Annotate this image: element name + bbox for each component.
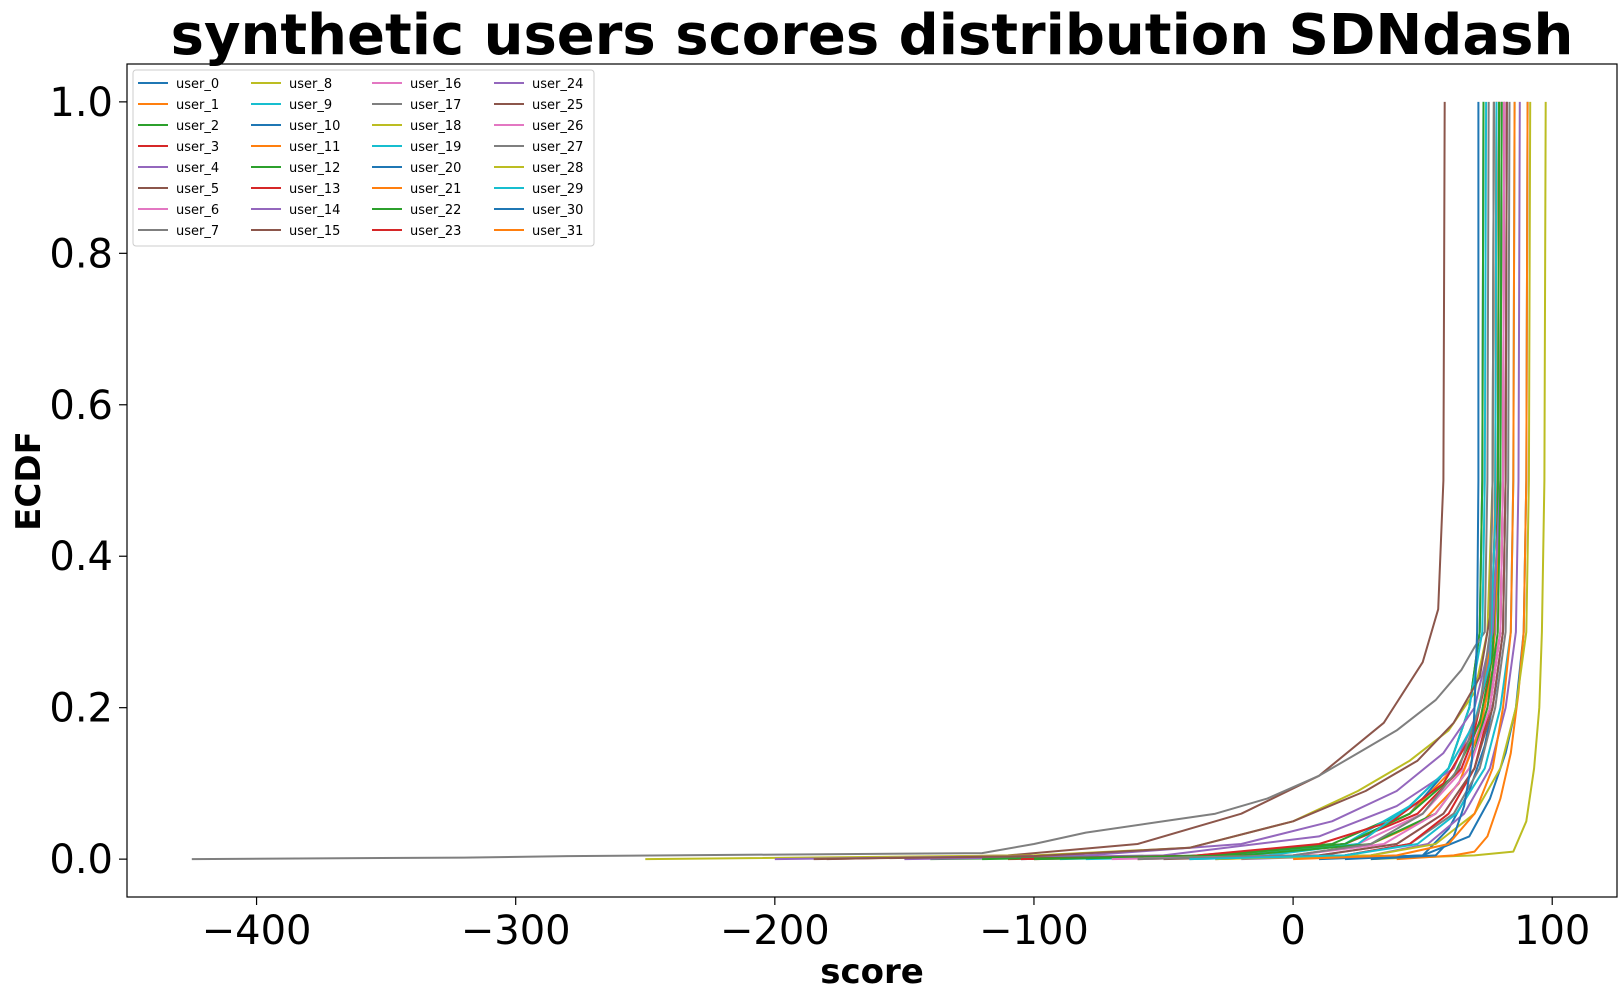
legend-item-user_17: user_17 [372,98,461,113]
y-tick-label: 1.0 [49,80,113,126]
plot-frame [126,63,1618,898]
series-line-user_7 [191,101,1490,861]
legend-label: user_8 [289,77,332,92]
legend-item-user_23: user_23 [372,224,461,239]
legend-item-user_18: user_18 [372,119,461,134]
legend-item-user_20: user_20 [372,161,461,176]
legend-label: user_29 [532,182,583,197]
legend-item-user_28: user_28 [494,161,583,176]
legend-item-user_7: user_7 [138,224,219,239]
legend-item-user_24: user_24 [494,77,583,92]
legend-label: user_18 [410,119,461,134]
legend-item-user_27: user_27 [494,140,583,155]
legend-label: user_3 [176,140,219,155]
legend-item-user_10: user_10 [251,119,340,134]
legend-label: user_28 [532,161,583,176]
legend-label: user_23 [410,224,461,239]
legend-item-user_26: user_26 [494,119,583,134]
legend-label: user_22 [410,203,461,218]
legend-label: user_19 [410,140,461,155]
legend-item-user_16: user_16 [372,77,461,92]
legend-label: user_13 [289,182,340,197]
series-line-user_21 [1396,101,1529,861]
x-tick-label: 0 [1280,908,1305,954]
legend-label: user_31 [532,224,583,239]
legend-label: user_16 [410,77,461,92]
x-tick-label: −400 [202,908,312,954]
y-tick-label: 0.0 [49,837,113,883]
legend-box [132,69,595,247]
legend-label: user_2 [176,119,219,134]
legend-item-user_13: user_13 [251,182,340,197]
legend-label: user_21 [410,182,461,197]
legend-label: user_25 [532,98,583,113]
legend-label: user_4 [176,161,219,176]
legend-label: user_6 [176,203,219,218]
x-tick-label: −200 [720,908,830,954]
series-line-user_30 [1370,101,1480,861]
legend-label: user_30 [532,203,583,218]
legend-items: user_0user_1user_2user_3user_4user_5user… [138,77,583,239]
legend-label: user_24 [532,77,583,92]
x-tick-label: −300 [461,908,571,954]
legend-item-user_21: user_21 [372,182,461,197]
y-axis-label: ECDF [9,431,49,531]
legend-item-user_4: user_4 [138,161,219,176]
legend-item-user_5: user_5 [138,182,219,197]
legend-item-user_11: user_11 [251,140,340,155]
series-line-user_19 [1085,101,1498,861]
legend-label: user_10 [289,119,340,134]
legend-label: user_27 [532,140,583,155]
legend-label: user_1 [176,98,219,113]
legend-item-user_12: user_12 [251,161,340,176]
legend-item-user_8: user_8 [251,77,332,92]
legend-label: user_15 [289,224,340,239]
series-line-user_5 [826,101,1446,861]
series-line-user_25 [1163,101,1508,861]
series-line-user_27 [1137,101,1495,861]
legend-item-user_9: user_9 [251,98,332,113]
legend-item-user_2: user_2 [138,119,219,134]
legend-label: user_12 [289,161,340,176]
legend-item-user_25: user_25 [494,98,583,113]
x-tick-label: −100 [979,908,1089,954]
x-axis-label: score [820,952,924,992]
legend-item-user_30: user_30 [494,203,583,218]
y-tick-label: 0.2 [49,686,113,732]
legend-item-user_31: user_31 [494,224,583,239]
y-tick-label: 0.4 [49,534,113,580]
legend-label: user_11 [289,140,340,155]
legend-label: user_17 [410,98,461,113]
legend-item-user_15: user_15 [251,224,340,239]
series-line-user_18 [1370,101,1547,861]
legend-item-user_22: user_22 [372,203,461,218]
plot-lines [191,101,1547,861]
legend-label: user_0 [176,77,219,92]
legend-item-user_3: user_3 [138,140,219,155]
y-tick-label: 0.8 [49,231,113,277]
legend-label: user_5 [176,182,219,197]
chart-title: synthetic users scores distribution SDNd… [171,3,1574,68]
legend: user_0user_1user_2user_3user_4user_5user… [132,69,595,247]
legend-item-user_29: user_29 [494,182,583,197]
legend-item-user_19: user_19 [372,140,461,155]
legend-item-user_0: user_0 [138,77,219,92]
legend-label: user_26 [532,119,583,134]
legend-label: user_7 [176,224,219,239]
x-axis-ticks: −400 −300 −200 −100 0 100 [202,897,1590,954]
series-line-user_28 [1215,101,1532,861]
legend-label: user_20 [410,161,461,176]
legend-item-user_14: user_14 [251,203,340,218]
legend-item-user_1: user_1 [138,98,219,113]
legend-item-user_6: user_6 [138,203,219,218]
y-axis-ticks: 0.0 0.2 0.4 0.6 0.8 1.0 [49,80,127,883]
legend-label: user_9 [289,98,332,113]
series-line-user_31 [1293,101,1516,861]
x-tick-label: 100 [1514,908,1590,954]
y-tick-label: 0.6 [49,383,113,429]
legend-label: user_14 [289,203,340,218]
